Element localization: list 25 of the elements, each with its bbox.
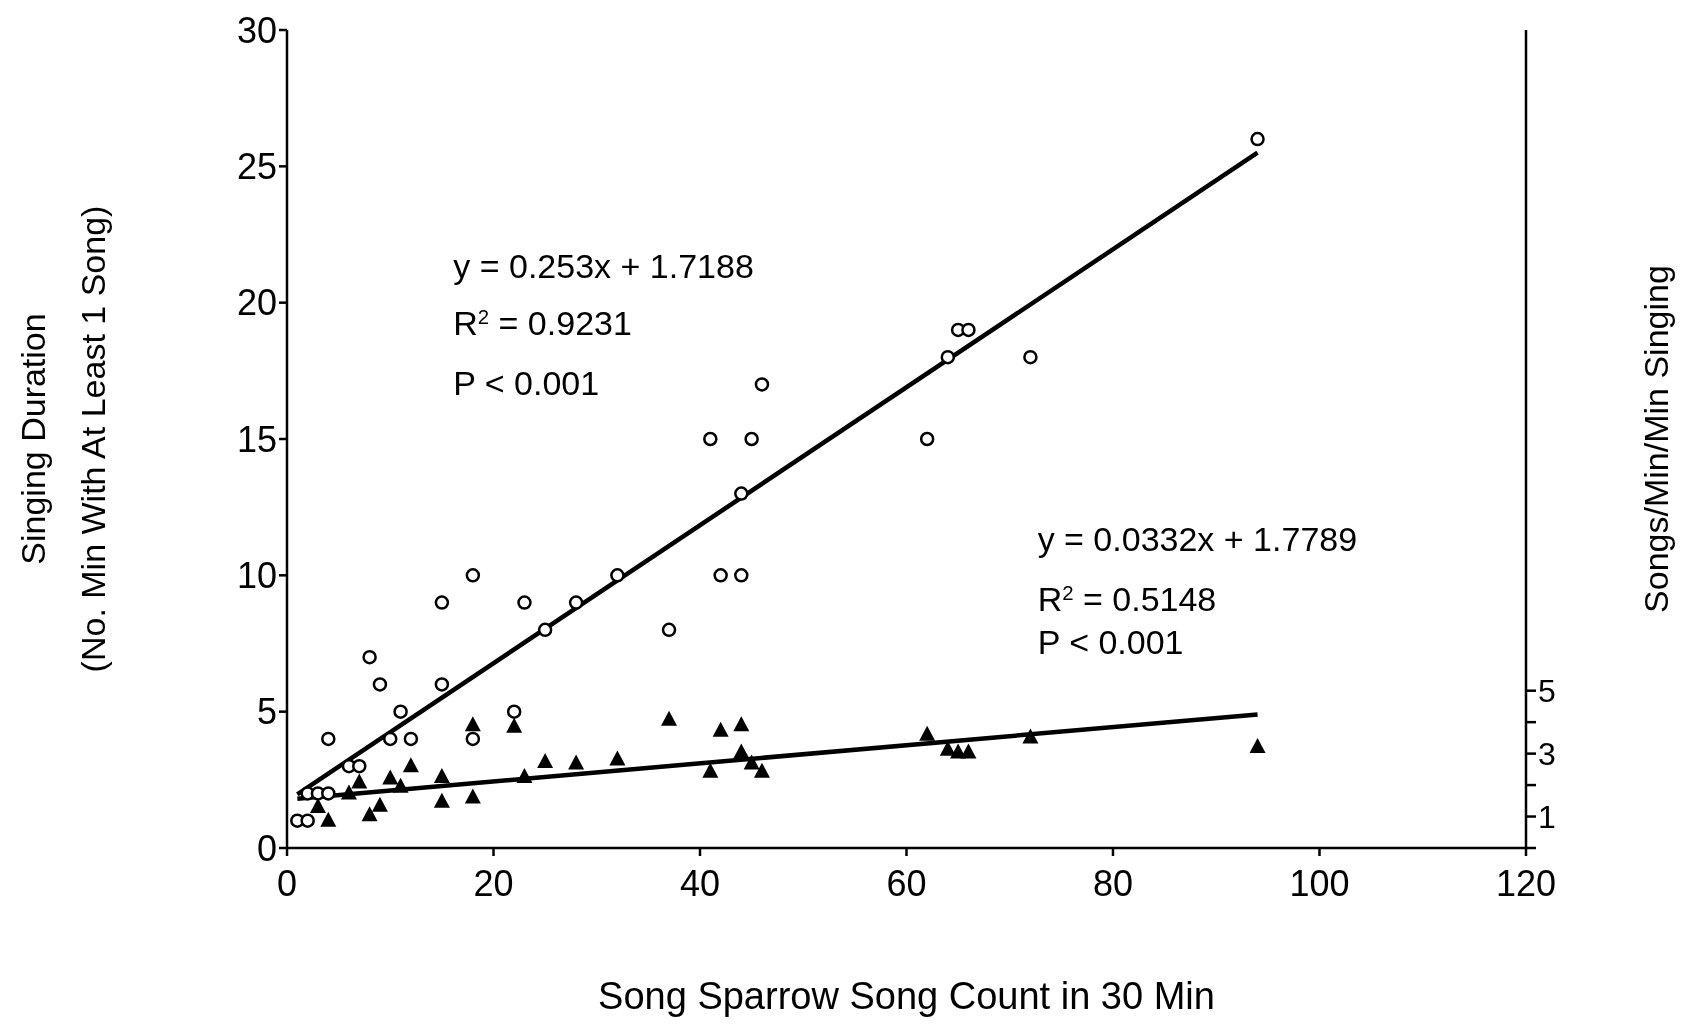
x-tick-label: 40 <box>679 862 721 904</box>
annotation: y = 0.0332x + 1.7789 <box>1037 519 1358 558</box>
x-axis-title: Song Sparrow Song Count in 30 Min <box>598 975 1215 1017</box>
y-tick-label: 5 <box>256 691 277 733</box>
y-tick-label: 20 <box>236 282 277 324</box>
y-tick-label: 10 <box>236 555 277 597</box>
annotation: R$^{2}$ = 0.9231 <box>453 304 632 343</box>
annotation: R$^{2}$ = 0.5148 <box>1037 579 1217 618</box>
y-tick-label: 30 <box>236 9 277 51</box>
annotation: P < 0.001 <box>1037 623 1184 662</box>
y-tick-label: 15 <box>236 418 277 460</box>
annotation: P < 0.001 <box>453 364 600 403</box>
y-tick-label: 0 <box>256 827 277 869</box>
x-tick-label: 80 <box>1092 862 1134 904</box>
x-tick-label: 100 <box>1289 862 1350 904</box>
y2-tick-label: 1 <box>1538 798 1556 835</box>
y2-axis-title: Songs/Min/Min Singing <box>1637 265 1676 613</box>
x-tick-label: 120 <box>1495 862 1557 904</box>
y2-tick-label: 3 <box>1538 735 1556 772</box>
y2-tick-label: 5 <box>1538 673 1556 710</box>
x-tick-label: 20 <box>473 862 514 904</box>
x-tick-label: 60 <box>886 862 927 904</box>
y-tick-label: 25 <box>236 146 277 188</box>
y-axis-title: Singing Duration (No. Min With At Least 1 Song) <box>14 205 112 673</box>
annotation: y = 0.253x + 1.7188 <box>453 247 754 286</box>
